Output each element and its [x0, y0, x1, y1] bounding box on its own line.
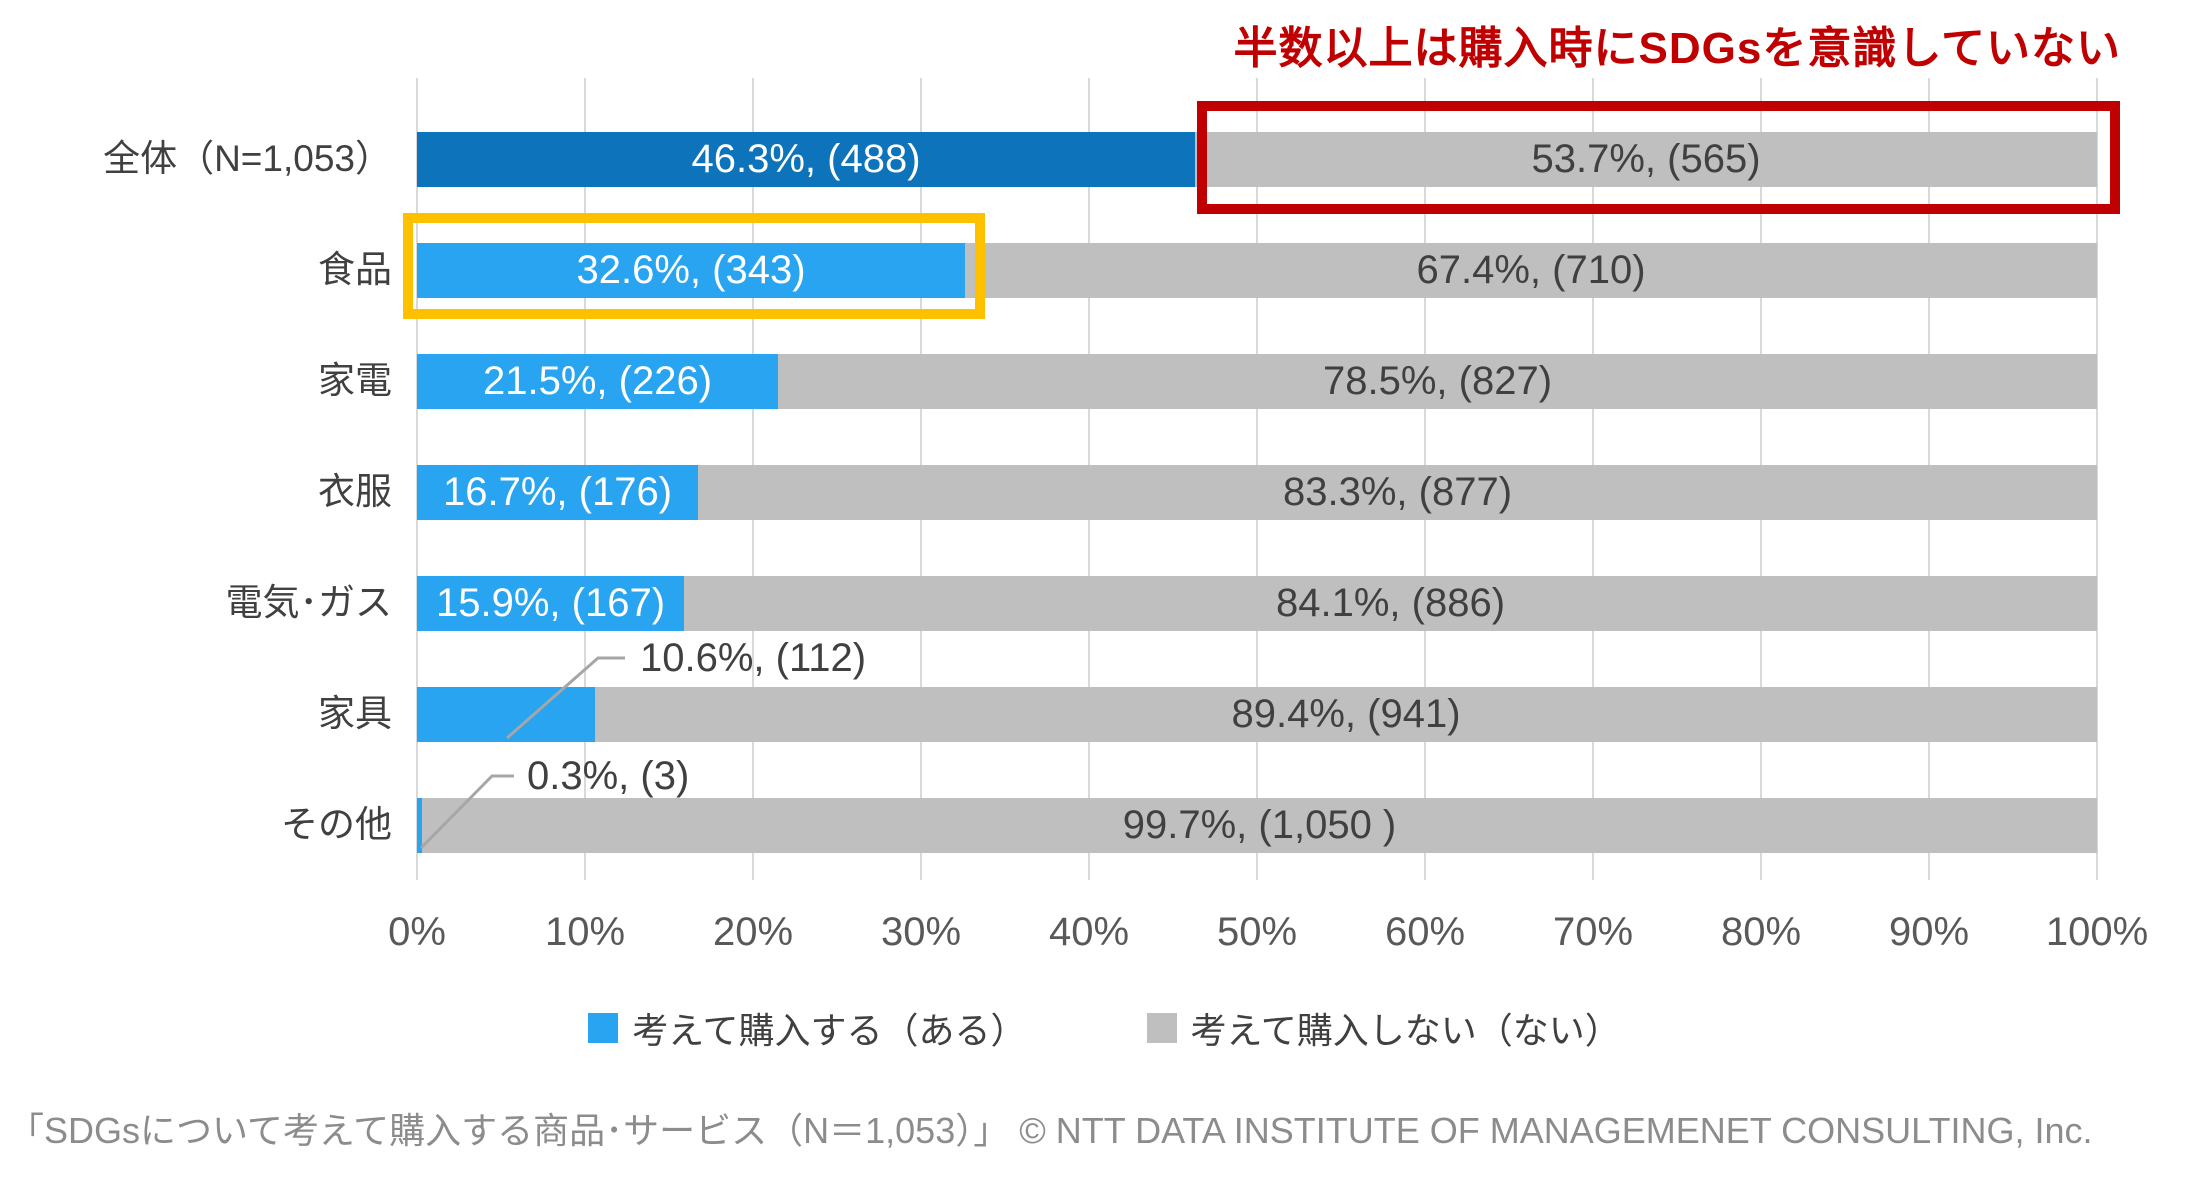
- bar-row: 15.9%, (167) 84.1%, (886): [417, 575, 2097, 631]
- bar-label-no: 89.4%, (941): [1231, 692, 1461, 736]
- x-tick-label: 40%: [1048, 910, 1130, 954]
- x-tick-label: 100%: [2045, 910, 2149, 954]
- bar-row: 46.3%, (488) 53.7%, (565): [417, 131, 2097, 187]
- legend-item-no: 考えて購入しない（ない）: [1146, 1002, 1621, 1054]
- bar-label-yes: 32.6%, (343): [576, 248, 806, 292]
- x-tick-label: 50%: [1216, 910, 1298, 954]
- category-label: 全体（N=1,053）: [103, 138, 392, 179]
- bar-label-no: 83.3%, (877): [1282, 470, 1513, 514]
- bar-row: 89.4%, (941): [417, 686, 2097, 742]
- bar-segment-yes: 15.9%, (167): [417, 575, 684, 631]
- legend: 考えて購入する（ある） 考えて購入しない（ない）: [0, 1002, 2209, 1054]
- bar-segment-yes: 32.6%, (343): [417, 242, 965, 298]
- category-label: その他: [281, 804, 392, 845]
- legend-item-yes: 考えて購入する（ある）: [588, 1002, 1027, 1054]
- category-label: 家具: [318, 693, 392, 734]
- legend-label-no: 考えて購入しない（ない）: [1190, 1010, 1621, 1051]
- category-label: 電気･ガス: [225, 582, 393, 623]
- callout-label-sonota: 0.3%, (3): [527, 754, 690, 798]
- bar-label-yes: 15.9%, (167): [435, 581, 666, 625]
- category-label: 家電: [318, 360, 392, 401]
- callout-label-kagu: 10.6%, (112): [640, 636, 867, 680]
- plot-area: 46.3%, (488) 53.7%, (565) 32.6%, (343) 67.4…: [416, 78, 2098, 880]
- bar-label-yes: 46.3%, (488): [691, 137, 921, 181]
- chart-title: 半数以上は購入時にSDGsを意識していない: [1233, 24, 2121, 73]
- bar-segment-no: 53.7%, (565): [1195, 131, 2097, 187]
- bar-segment-no: 84.1%, (886): [684, 575, 2097, 631]
- x-tick-label: 20%: [712, 910, 794, 954]
- highlight-box-red: [1197, 101, 2120, 214]
- bar-label-yes: 21.5%, (226): [482, 359, 713, 403]
- bar-label-no: 99.7%, (1,050 ): [1122, 803, 1397, 847]
- source-attribution: 「SDGsについて考えて購入する商品･サービス（N＝1,053）」 © NTT …: [8, 1110, 2093, 1151]
- bar-segment-no: 83.3%, (877): [698, 464, 2097, 520]
- bar-label-yes: 16.7%, (176): [442, 470, 673, 514]
- x-tick-label: 0%: [388, 910, 446, 954]
- bar-segment-yes: [417, 797, 422, 853]
- bar-label-no: 84.1%, (886): [1275, 581, 1506, 625]
- x-tick-label: 60%: [1384, 910, 1466, 954]
- bar-row: 32.6%, (343) 67.4%, (710): [417, 242, 2097, 298]
- legend-label-yes: 考えて購入する（ある）: [632, 1010, 1027, 1051]
- legend-swatch-yes-icon: [588, 1013, 619, 1043]
- highlight-box-yellow: [403, 213, 985, 319]
- bar-row: 16.7%, (176) 83.3%, (877): [417, 464, 2097, 520]
- bar-segment-yes: 46.3%, (488): [417, 131, 1195, 187]
- grid-line: [2096, 78, 2098, 880]
- bar-row: 99.7%, (1,050 ): [417, 797, 2097, 853]
- bar-segment-no: 67.4%, (710): [965, 242, 2097, 298]
- bar-segment-no: 78.5%, (827): [778, 353, 2097, 409]
- x-tick-label: 90%: [1888, 910, 1970, 954]
- legend-swatch-no-icon: [1146, 1013, 1177, 1043]
- bar-segment-yes: [417, 686, 595, 742]
- bar-segment-yes: 16.7%, (176): [417, 464, 698, 520]
- bar-label-no: 78.5%, (827): [1322, 359, 1553, 403]
- x-tick-label: 70%: [1552, 910, 1634, 954]
- x-tick-label: 30%: [880, 910, 962, 954]
- bar-segment-yes: 21.5%, (226): [417, 353, 778, 409]
- bar-label-no: 67.4%, (710): [1416, 248, 1646, 292]
- bar-label-no: 53.7%, (565): [1531, 137, 1761, 181]
- bar-segment-no: 89.4%, (941): [595, 686, 2097, 742]
- x-tick-label: 80%: [1720, 910, 1802, 954]
- category-label: 食品: [318, 249, 392, 290]
- bar-row: 21.5%, (226) 78.5%, (827): [417, 353, 2097, 409]
- bar-segment-no: 99.7%, (1,050 ): [422, 797, 2097, 853]
- category-label: 衣服: [318, 471, 392, 512]
- x-tick-label: 10%: [544, 910, 626, 954]
